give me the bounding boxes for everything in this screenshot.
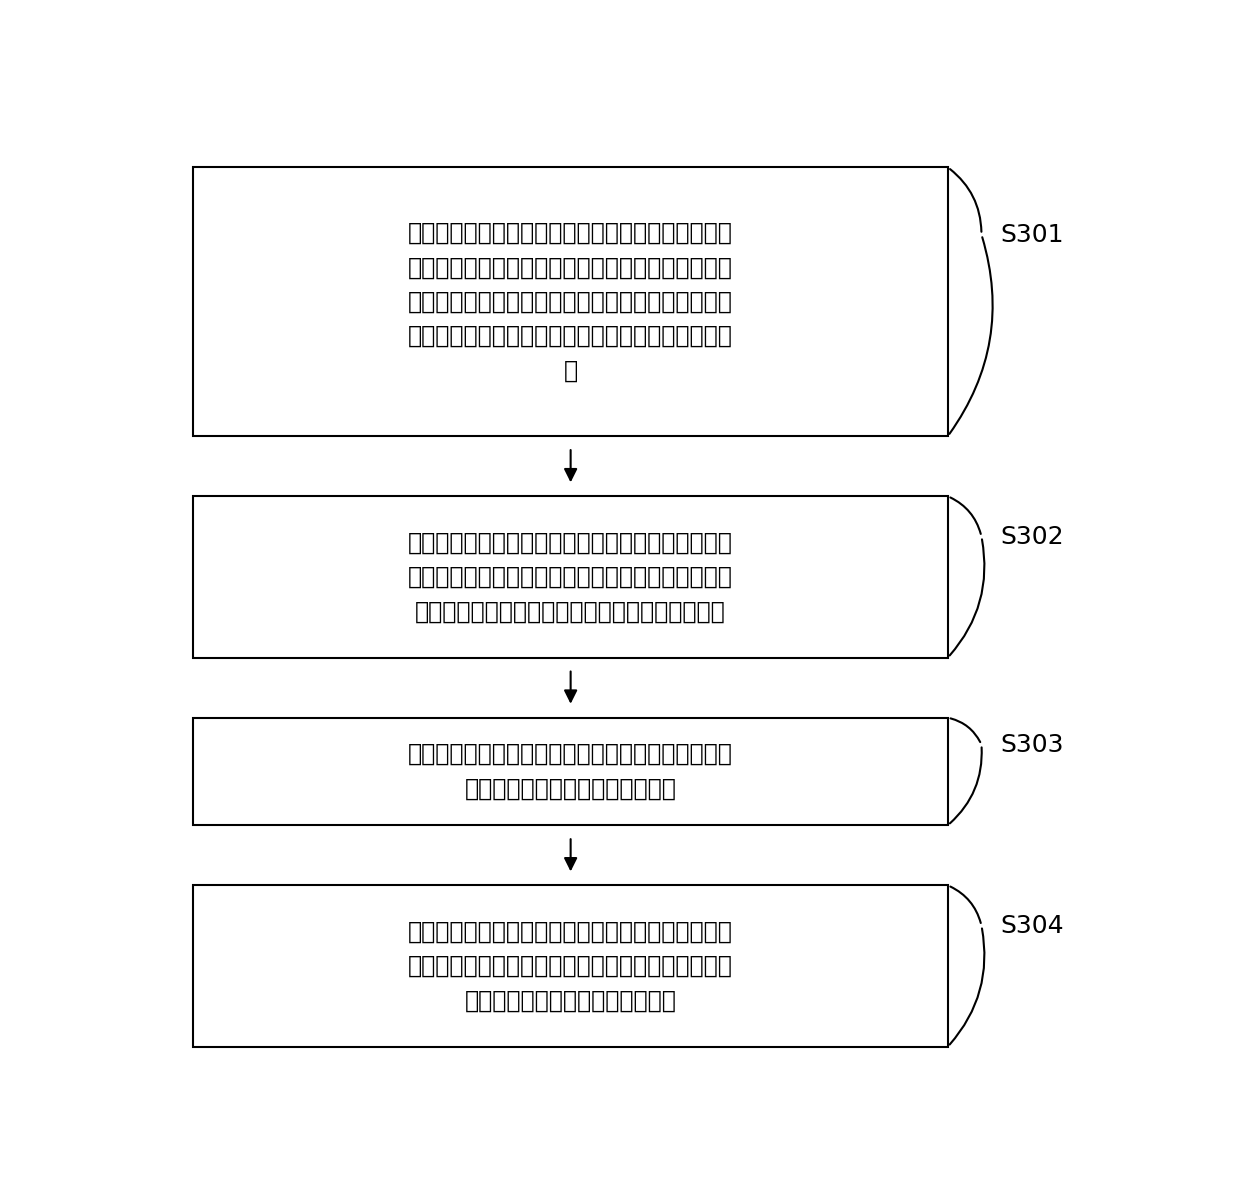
Text: 根据目标分割阈值得到目标区的像素点数量，并根据
目标区的像素点数量和待识别水稻的灰度图像的像素
点总数量确定待识别水稻的覆盖度: 根据目标分割阈值得到目标区的像素点数量，并根据 目标区的像素点数量和待识别水稻的… — [408, 920, 733, 1012]
Text: 以分割阈值为变量，以类间方差最大为目标函数，确
定使类间方差最大的目标分割阈值: 以分割阈值为变量，以类间方差最大为目标函数，确 定使类间方差最大的目标分割阈值 — [408, 743, 733, 801]
Bar — [193, 886, 947, 1047]
Text: S301: S301 — [1001, 222, 1064, 246]
Text: 获取待识别水稻的灰度图像中的每个像素点的灰度值
，并根据每个像素点的灰度值和分割阈值将待识别水
稻的灰度图像划分为背景区和目标区，背景区的灰度
值小于或等于分割: 获取待识别水稻的灰度图像中的每个像素点的灰度值 ，并根据每个像素点的灰度值和分割… — [408, 221, 733, 382]
Text: S302: S302 — [1001, 524, 1064, 548]
Text: S303: S303 — [1001, 732, 1064, 756]
Bar — [193, 718, 947, 826]
Bar — [193, 167, 947, 436]
Bar — [193, 496, 947, 657]
Text: 计算背景区的分布概率和灰度均值，以及目标区的分
布概率和灰度均值，并根据背景区的分布概率和灰度
均值及目标区的分布概率和灰度均值计算类间方差: 计算背景区的分布概率和灰度均值，以及目标区的分 布概率和灰度均值，并根据背景区的… — [408, 530, 733, 624]
Text: S304: S304 — [1001, 914, 1064, 938]
